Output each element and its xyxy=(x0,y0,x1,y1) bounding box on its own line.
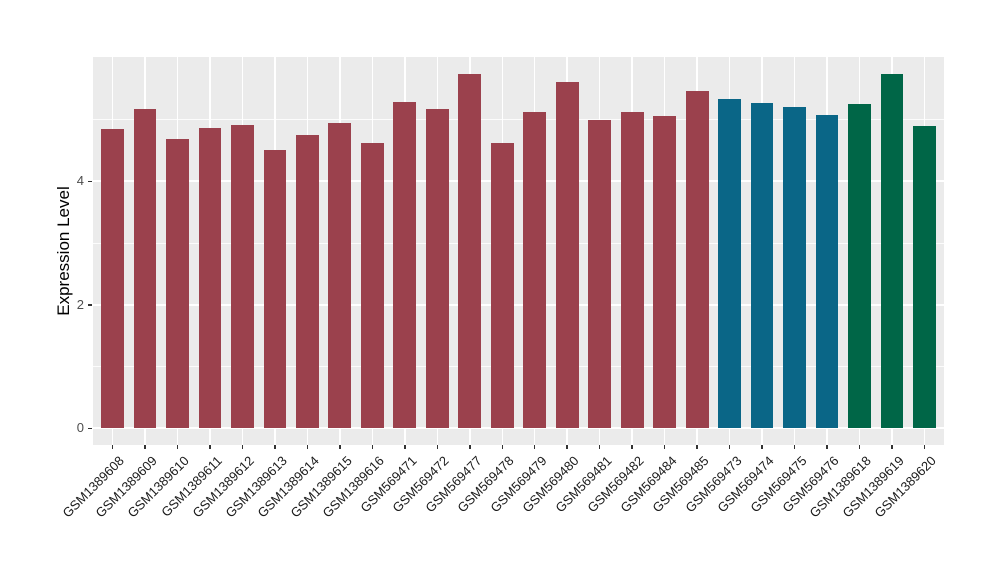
gridline-minor-y1 xyxy=(93,366,944,368)
x-tick-mark-GSM569475 xyxy=(793,445,796,449)
x-tick-mark-GSM569474 xyxy=(761,445,763,449)
bar-GSM569472 xyxy=(425,109,449,429)
x-tick-mark-GSM569477 xyxy=(469,445,471,449)
x-tick-mark-GSM569473 xyxy=(728,445,731,449)
bar-GSM569480 xyxy=(555,81,579,429)
bar-GSM569475 xyxy=(783,106,806,429)
bar-GSM1389610 xyxy=(166,139,189,429)
x-tick-mark-GSM1389618 xyxy=(858,445,861,449)
bar-GSM569476 xyxy=(815,115,839,429)
plot-panel xyxy=(93,57,944,445)
x-tick-mark-GSM1389608 xyxy=(111,445,114,449)
bar-GSM1389618 xyxy=(848,104,871,429)
y-tick-mark-0 xyxy=(88,427,92,430)
x-tick-mark-GSM1389616 xyxy=(371,445,374,449)
bar-GSM569478 xyxy=(490,143,514,429)
bar-GSM1389615 xyxy=(328,123,352,429)
bar-GSM569481 xyxy=(588,120,612,429)
x-tick-mark-GSM569485 xyxy=(696,445,698,449)
gridline-major-y2 xyxy=(93,303,944,306)
y-tick-mark-4 xyxy=(88,180,92,183)
bar-GSM569471 xyxy=(393,102,417,429)
gridline-major-y0 xyxy=(93,427,944,430)
gridline-minor-y5 xyxy=(93,119,944,121)
y-tick-label: 0 xyxy=(76,420,84,436)
x-tick-mark-GSM1389609 xyxy=(144,445,146,449)
bar-GSM1389619 xyxy=(880,73,904,429)
x-tick-mark-GSM569481 xyxy=(598,445,601,449)
bar-GSM1389608 xyxy=(101,129,124,429)
x-tick-mark-GSM1389610 xyxy=(176,445,179,449)
bar-GSM569474 xyxy=(750,102,774,429)
bar-GSM569473 xyxy=(718,98,741,429)
bar-GSM569477 xyxy=(458,74,482,429)
x-tick-mark-GSM569484 xyxy=(663,445,666,449)
bar-GSM569484 xyxy=(653,115,677,429)
x-tick-mark-GSM1389613 xyxy=(274,445,276,449)
x-tick-mark-GSM1389614 xyxy=(306,445,309,449)
x-tick-mark-GSM569472 xyxy=(436,445,439,449)
bar-GSM569485 xyxy=(685,91,709,429)
x-tick-mark-GSM1389612 xyxy=(241,445,244,449)
x-tick-mark-GSM1389615 xyxy=(339,445,341,449)
x-tick-mark-GSM1389620 xyxy=(923,445,926,449)
x-tick-mark-GSM569471 xyxy=(404,445,406,449)
y-tick-label: 2 xyxy=(76,296,84,312)
x-tick-mark-GSM1389619 xyxy=(891,445,893,449)
bar-GSM1389609 xyxy=(133,109,157,429)
gridline-minor-y3 xyxy=(93,242,944,244)
x-tick-mark-GSM569482 xyxy=(631,445,633,449)
bar-GSM1389620 xyxy=(913,126,936,429)
x-tick-mark-GSM569476 xyxy=(826,445,828,449)
x-tick-mark-GSM569480 xyxy=(566,445,568,449)
x-tick-mark-GSM1389611 xyxy=(209,445,211,449)
y-tick-mark-2 xyxy=(88,304,92,306)
bar-GSM569479 xyxy=(523,111,547,429)
bar-GSM1389611 xyxy=(198,127,222,429)
x-tick-mark-GSM569479 xyxy=(533,445,536,449)
bar-GSM1389616 xyxy=(360,143,384,429)
y-tick-label: 4 xyxy=(76,173,84,189)
bar-GSM1389612 xyxy=(231,125,254,429)
bar-GSM1389614 xyxy=(296,134,319,429)
bar-GSM569482 xyxy=(620,111,644,429)
gridline-major-y4 xyxy=(93,180,944,183)
x-tick-mark-GSM569478 xyxy=(501,445,503,449)
bar-GSM1389613 xyxy=(263,150,287,429)
